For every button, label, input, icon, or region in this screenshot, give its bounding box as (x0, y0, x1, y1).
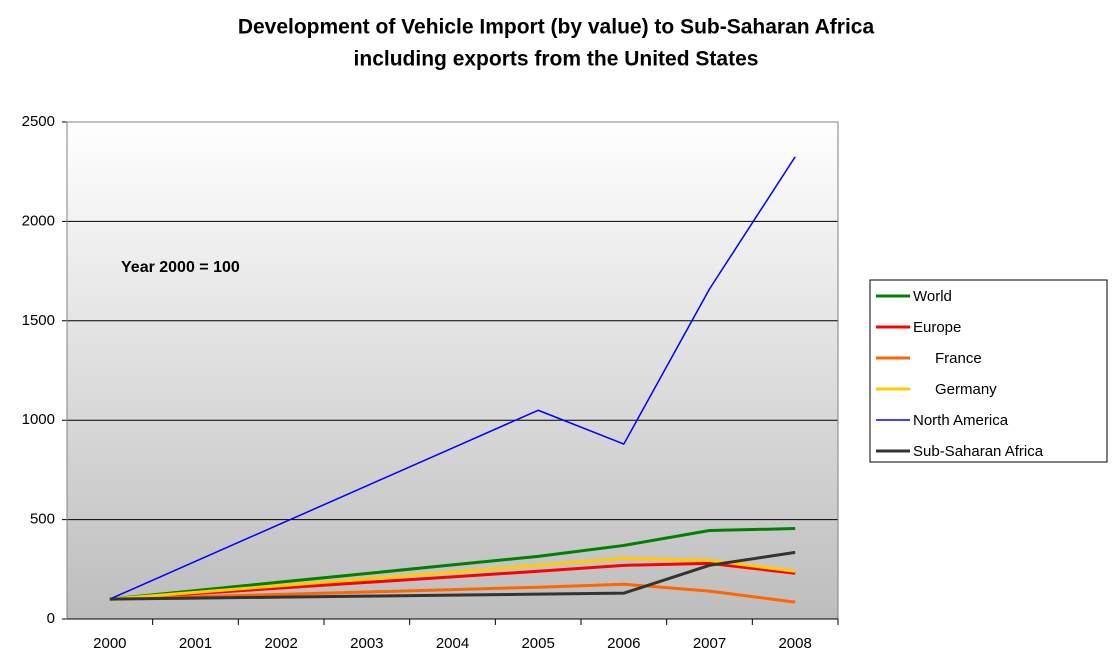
legend (869, 279, 1108, 463)
y-tick-label: 2000 (22, 212, 55, 229)
series-line (109, 556, 796, 601)
x-tick-label: 2000 (93, 635, 126, 652)
plot-area (67, 122, 838, 619)
y-tick-label: 0 (47, 610, 55, 627)
legend-label: North America (913, 412, 1009, 429)
annotation: Year 2000 = 100 (121, 259, 240, 276)
series-line (109, 561, 796, 601)
x-tick-label: 2002 (264, 635, 297, 652)
x-tick-label: 2003 (350, 635, 383, 652)
y-tick-label: 1000 (22, 411, 55, 428)
x-tick-label: 2001 (179, 635, 212, 652)
x-tick-label: 2007 (693, 635, 726, 652)
x-tick-label: 2004 (436, 635, 469, 652)
x-tick-label: 2005 (521, 635, 554, 652)
series-line (109, 550, 796, 601)
x-tick-label: 2008 (778, 635, 811, 652)
y-tick-label: 500 (30, 511, 55, 528)
series-line (109, 582, 796, 604)
y-tick-label: 2500 (22, 113, 55, 130)
series-line (109, 527, 796, 601)
legend-label: Germany (935, 381, 997, 398)
series-line (109, 156, 796, 600)
chart-title: including exports from the United States (354, 48, 759, 71)
legend-label: Europe (913, 319, 961, 336)
y-tick-label: 1500 (22, 312, 55, 329)
legend-label: Sub-Saharan Africa (913, 443, 1044, 460)
x-tick-label: 2006 (607, 635, 640, 652)
legend-label: World (913, 288, 952, 305)
chart-title: Development of Vehicle Import (by value)… (238, 16, 875, 39)
legend-label: France (935, 350, 982, 367)
